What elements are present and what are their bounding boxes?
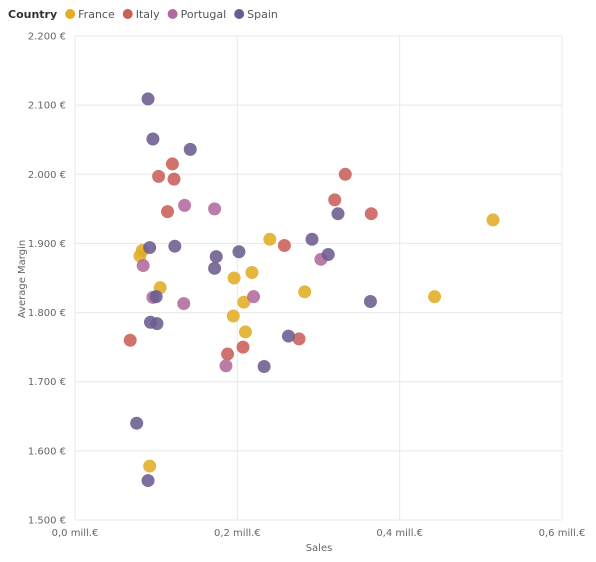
y-tick-label: 1.700 € — [28, 377, 66, 388]
data-point-italy — [221, 347, 235, 361]
y-axis-title: Average Margin — [17, 240, 28, 318]
y-tick-label: 2.200 € — [28, 32, 66, 43]
data-point-portugal — [208, 202, 222, 216]
x-tick-label: 0,2 mill.€ — [214, 528, 261, 539]
data-point-france — [227, 271, 241, 285]
data-point-spain — [149, 290, 163, 304]
data-point-italy — [161, 205, 175, 219]
data-point-spain — [363, 295, 377, 309]
data-point-france — [263, 232, 277, 246]
data-point-italy — [328, 193, 342, 207]
data-point-france — [486, 213, 500, 227]
legend-marker-spain — [234, 9, 245, 19]
data-point-italy — [152, 169, 166, 183]
legend-title: Country — [8, 8, 57, 21]
x-axis-title: Sales — [306, 543, 333, 554]
data-point-spain — [143, 241, 157, 255]
data-point-portugal — [247, 290, 261, 304]
data-point-spain — [208, 261, 222, 275]
data-point-france — [428, 290, 442, 304]
data-point-italy — [236, 340, 250, 354]
data-point-france — [226, 309, 240, 323]
data-point-italy — [277, 239, 291, 253]
y-tick-label: 1.800 € — [28, 308, 66, 319]
data-point-spain — [209, 250, 223, 264]
y-tick-label: 1.900 € — [28, 239, 66, 250]
legend-marker-italy — [122, 9, 133, 19]
data-point-spain — [150, 317, 164, 331]
data-point-spain — [146, 132, 160, 146]
data-point-portugal — [178, 198, 192, 212]
x-tick-label: 0,6 mill.€ — [539, 528, 586, 539]
legend-label-france: France — [78, 8, 115, 21]
legend-label-portugal: Portugal — [181, 8, 227, 21]
data-point-france — [143, 459, 157, 473]
legend-label-spain: Spain — [247, 8, 278, 21]
legend-marker-france — [65, 9, 76, 19]
data-point-portugal — [136, 259, 150, 273]
data-point-italy — [364, 207, 378, 221]
data-point-portugal — [177, 297, 191, 311]
legend-marker-portugal — [167, 9, 178, 19]
x-tick-label: 0,0 mill.€ — [52, 528, 99, 539]
axes: 1.500 € 1.600 € 1.700 € 1.800 € 1.900 € 2.000… — [28, 32, 586, 540]
y-tick-label: 2.000 € — [28, 170, 66, 181]
data-point-spain — [321, 247, 335, 261]
data-point-spain — [168, 239, 182, 253]
data-point-spain — [141, 474, 155, 488]
legend: Country France Italy Portugal Spain — [8, 8, 278, 21]
data-point-portugal — [219, 359, 233, 373]
data-point-spain — [281, 329, 295, 343]
data-point-spain — [130, 416, 144, 430]
y-tick-label: 2.100 € — [28, 101, 66, 112]
data-point-spain — [331, 207, 345, 221]
data-point-france — [238, 325, 252, 339]
data-point-france — [245, 265, 259, 279]
data-point-france — [298, 285, 312, 299]
data-point-france — [237, 295, 251, 309]
data-point-spain — [141, 92, 155, 106]
data-point-italy — [123, 333, 137, 347]
data-point-spain — [183, 142, 197, 156]
x-tick-label: 0,4 mill.€ — [376, 528, 423, 539]
data-point-italy — [292, 332, 306, 346]
data-point-spain — [232, 245, 246, 259]
data-point-italy — [165, 157, 179, 171]
y-tick-label: 1.600 € — [28, 446, 66, 457]
legend-label-italy: Italy — [136, 8, 160, 21]
y-tick-label: 1.500 € — [28, 516, 66, 527]
data-point-italy — [167, 172, 181, 186]
gridlines — [74, 35, 563, 521]
data-point-spain — [257, 360, 271, 374]
data-points — [123, 92, 500, 488]
data-point-italy — [338, 167, 352, 181]
data-point-spain — [305, 232, 319, 246]
